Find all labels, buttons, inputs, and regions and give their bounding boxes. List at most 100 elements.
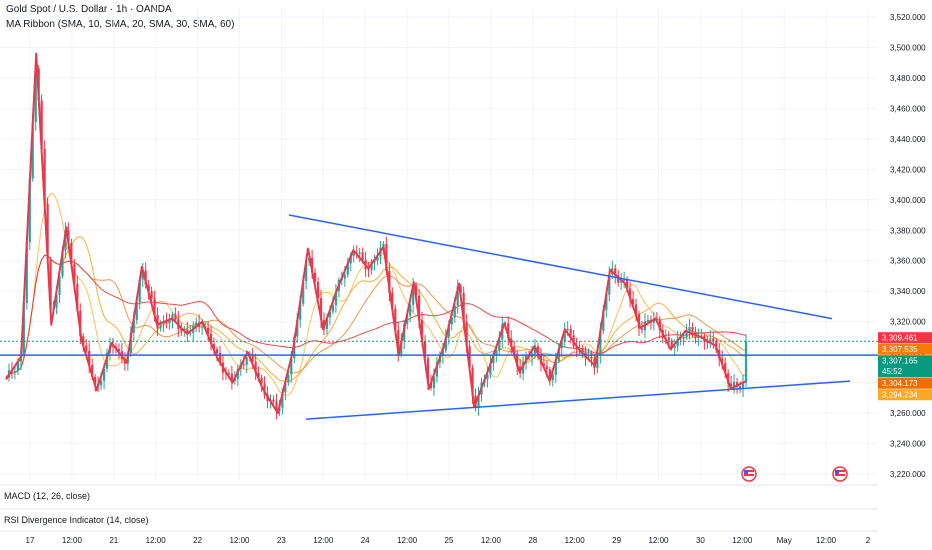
candle-body [536, 346, 540, 354]
candle-body [569, 328, 572, 336]
candle-body [498, 339, 501, 351]
candle-body [343, 274, 346, 279]
candle-body [382, 243, 385, 248]
candle-body [554, 361, 557, 375]
candle-body [215, 349, 219, 353]
candle-body [676, 339, 679, 347]
price-badge [878, 332, 932, 344]
y-tick-label: 3,240.000 [890, 440, 926, 449]
candle-body [741, 382, 745, 389]
candle-body [596, 355, 599, 369]
countdown-label: 45:52 [882, 367, 903, 376]
candle-body [284, 382, 287, 393]
x-tick-label: 12:00 [481, 536, 502, 545]
candle-body [281, 392, 284, 408]
candle-body [82, 336, 85, 346]
x-tick-label: 12:00 [565, 536, 586, 545]
candle-body [313, 272, 317, 282]
candle-body [712, 338, 715, 341]
candle-body [91, 364, 94, 378]
y-tick-label: 3,460.000 [890, 104, 926, 113]
candle-body [296, 319, 299, 337]
us-flag-event-icon[interactable] [741, 466, 757, 482]
price-badge-label: 3,304.173 [882, 379, 918, 388]
x-tick-label: 12:00 [62, 536, 83, 545]
candle-body [614, 268, 617, 276]
candle-body [171, 314, 174, 321]
candle-body [159, 323, 162, 329]
candle-body [513, 346, 516, 354]
us-flag-event-icon[interactable] [832, 466, 848, 482]
candle-body [444, 336, 447, 351]
descending-trendline [288, 214, 833, 320]
candle-body [272, 399, 275, 402]
candle-body [735, 382, 739, 387]
candle-body [608, 274, 611, 295]
candle-body [516, 353, 519, 367]
candle-body [13, 371, 17, 373]
candle-body [631, 299, 635, 305]
candle-body [22, 302, 25, 355]
candle-body [685, 331, 688, 338]
price-badge-label: 3,309.461 [882, 334, 918, 343]
candle-body [165, 321, 168, 324]
candle-body [542, 363, 546, 367]
candle-body [409, 304, 412, 316]
y-tick-label: 3,340.000 [890, 287, 926, 296]
candle-body [206, 327, 210, 334]
price-badge [878, 355, 932, 378]
candle-body [417, 295, 421, 321]
candle-body [456, 286, 459, 306]
candle-body [605, 294, 608, 310]
y-tick-label: 3,500.000 [890, 43, 926, 52]
candle-body [682, 337, 685, 339]
candle-body [195, 322, 198, 326]
candle-body [58, 276, 61, 295]
candle-body [156, 314, 159, 329]
y-tick-label: 3,420.000 [890, 165, 926, 174]
candle-body [361, 252, 364, 260]
y-tick-label: 3,320.000 [890, 318, 926, 327]
candle-body [688, 327, 691, 332]
ma-ribbon-legend[interactable]: MA Ribbon (SMA, 10, SMA, 20, SMA, 30, SM… [6, 19, 235, 30]
candle-body [370, 262, 373, 271]
rsi-indicator-label[interactable]: RSI Divergence Indicator (14, close) [4, 515, 149, 525]
y-tick-label: 3,360.000 [890, 257, 926, 266]
candle-body [376, 256, 379, 261]
candle-body [25, 242, 28, 303]
x-tick-label: 12:00 [313, 536, 334, 545]
candle-body [733, 382, 736, 387]
candle-body [495, 350, 498, 356]
candle-body [73, 264, 76, 284]
candle-body [138, 279, 141, 303]
candle-body [626, 278, 629, 289]
candle-body [287, 374, 290, 383]
candle-body [533, 346, 537, 354]
x-tick-label: 12:00 [648, 536, 669, 545]
candle-body [61, 250, 64, 277]
candle-body [492, 355, 495, 364]
macd-indicator-label[interactable]: MACD (12, 26, close) [4, 491, 91, 501]
candle-body [640, 328, 644, 330]
x-tick-label: 25 [445, 536, 454, 545]
candle-body [174, 314, 177, 320]
y-tick-label: 3,400.000 [890, 196, 926, 205]
candle-body [102, 368, 106, 381]
price-badge [878, 343, 932, 355]
price-badge-label: 3,307.535 [882, 345, 918, 354]
candle-body [201, 326, 204, 328]
candle-body [415, 285, 418, 296]
candle-body [709, 338, 712, 343]
candle-body [64, 230, 67, 251]
candle-body [257, 372, 260, 378]
candle-body [147, 284, 150, 292]
candle-body [117, 348, 121, 352]
candle-body [673, 346, 676, 348]
candle-body [28, 178, 31, 243]
candle-body [254, 361, 257, 373]
price-badge-label: 3,307.165 [882, 357, 918, 366]
candle-body [394, 308, 397, 330]
candle-body [667, 337, 670, 341]
candle-body [450, 317, 453, 325]
